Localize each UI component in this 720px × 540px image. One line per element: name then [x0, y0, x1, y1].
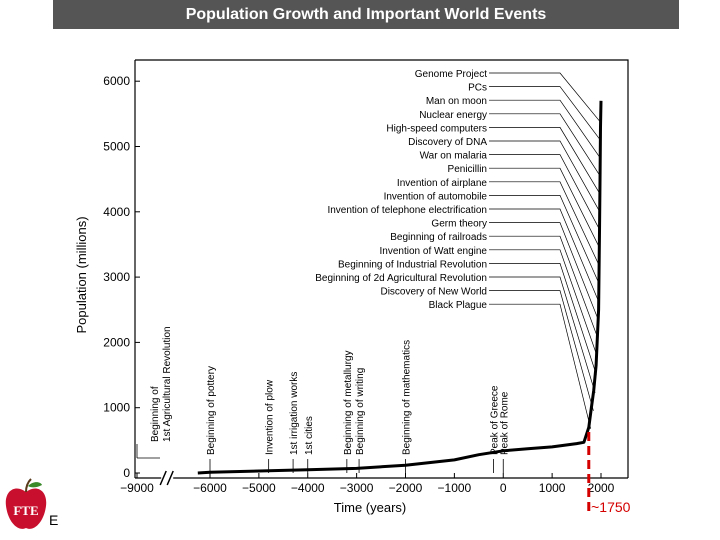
- event-leader: [489, 249, 598, 357]
- event-leader: [489, 86, 602, 142]
- event-label: Discovery of New World: [380, 287, 487, 298]
- axis-break-mark: [159, 470, 167, 486]
- y-tick-label: 0: [123, 466, 130, 480]
- x-axis-label: Time (years): [334, 500, 406, 515]
- y-tick-label: 3000: [103, 270, 130, 284]
- event-label: Beginning of railroads: [390, 232, 487, 243]
- event-leader: [489, 263, 597, 375]
- footer-text: E: [49, 512, 59, 528]
- event-leader: [489, 127, 601, 195]
- event-leader: [489, 113, 601, 177]
- event-label: Beginning of metallurgy: [343, 350, 354, 455]
- svg-text:FTE: FTE: [13, 503, 38, 518]
- event-label: Beginning of mathematics: [402, 340, 413, 455]
- event-leader: [489, 276, 596, 393]
- event-label: Peak of Greece: [489, 385, 500, 455]
- x-tick-label: −9000: [120, 481, 154, 495]
- event-label: PCs: [468, 83, 487, 94]
- event-label: Black Plague: [429, 300, 488, 311]
- event-label: Germ theory: [431, 219, 487, 230]
- x-tick-label: −3000: [340, 481, 374, 495]
- x-tick-label: −6000: [193, 481, 227, 495]
- y-tick-label: 4000: [103, 205, 130, 219]
- event-label: Invention of automobile: [384, 191, 488, 202]
- x-tick-label: 1000: [539, 481, 566, 495]
- event-leader: [489, 167, 601, 249]
- event-label: Invention of plow: [265, 379, 276, 455]
- x-tick-label: −1000: [438, 481, 472, 495]
- event-label: Genome Project: [415, 69, 487, 80]
- x-tick-label: −4000: [291, 481, 325, 495]
- event-label: War on malaria: [420, 151, 488, 162]
- y-tick-label: 6000: [103, 74, 130, 88]
- x-tick-label: 0: [500, 481, 507, 495]
- population-line: [197, 100, 603, 475]
- y-tick-label: 1000: [103, 401, 130, 415]
- axis-break-mark: [166, 470, 174, 486]
- event-label: Invention of Watt engine: [380, 246, 488, 257]
- x-tick-label: 2000: [588, 481, 615, 495]
- fte-apple-logo-icon: FTE: [5, 478, 47, 529]
- event-label: Beginning of Industrial Revolution: [338, 259, 487, 270]
- event-label: 1st cities: [304, 416, 315, 455]
- marker-1750-label: ~1750: [591, 499, 631, 515]
- event-leader: [489, 195, 600, 285]
- event-leader: [489, 208, 600, 303]
- event-leader: [489, 222, 599, 321]
- event-label: Beginning of1st Agricultural Revolution: [150, 326, 173, 442]
- y-tick-label: 2000: [103, 335, 130, 349]
- event-leader: [489, 235, 599, 339]
- event-label: Beginning of writing: [355, 368, 366, 455]
- event-label: Man on moon: [426, 96, 487, 107]
- event-leader: [489, 181, 601, 267]
- event-label: Beginning of 2d Agricultural Revolution: [315, 273, 487, 284]
- event-leader: [489, 99, 602, 159]
- event-leader: [489, 72, 602, 124]
- event-label: Nuclear energy: [419, 110, 487, 121]
- event-label: Peak of Rome: [499, 391, 510, 455]
- slide-title: Population Growth and Important World Ev…: [53, 0, 679, 29]
- event-leader: [489, 303, 592, 429]
- event-label: High-speed computers: [386, 123, 487, 134]
- plot-frame: [135, 59, 629, 478]
- event-leader: [489, 154, 601, 231]
- x-tick-label: −2000: [389, 481, 423, 495]
- event-label: Invention of telephone electrification: [327, 205, 487, 216]
- y-axis-label: Population (millions): [74, 216, 89, 333]
- event-label: Penicillin: [448, 164, 487, 175]
- x-tick-label: −5000: [242, 481, 276, 495]
- event-leader: [489, 290, 594, 411]
- event-label: Beginning of pottery: [206, 366, 217, 455]
- event-label: 1st irrigation works: [289, 372, 300, 455]
- y-tick-label: 5000: [103, 140, 130, 154]
- event-label: Invention of airplane: [397, 178, 488, 189]
- event-label: Discovery of DNA: [408, 137, 487, 148]
- event-leader: [489, 140, 601, 213]
